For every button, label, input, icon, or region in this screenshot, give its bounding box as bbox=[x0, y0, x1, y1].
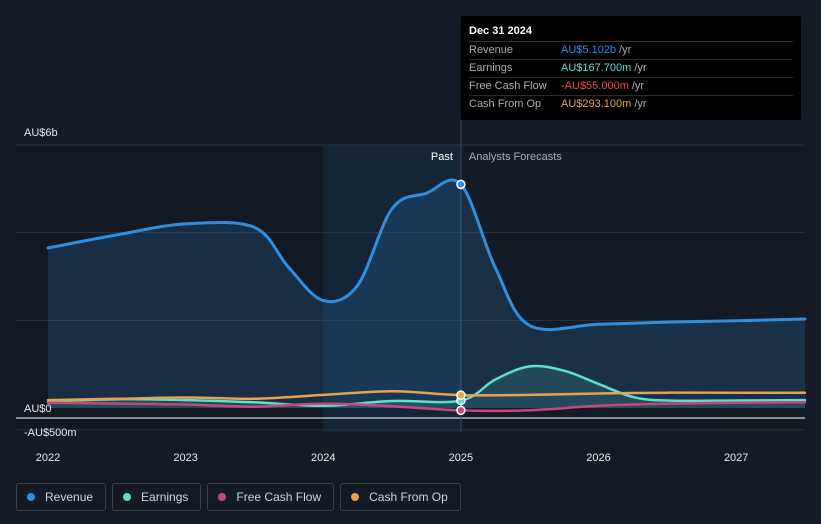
tooltip-unit: /yr bbox=[634, 98, 647, 110]
revenue-area bbox=[48, 179, 805, 408]
tooltip-unit: /yr bbox=[619, 44, 632, 56]
tooltip-unit: /yr bbox=[631, 80, 645, 92]
tooltip-label: Free Cash Flow bbox=[469, 80, 547, 92]
tooltip-value: AU$5.102b bbox=[561, 44, 617, 56]
forecast-label: Analysts Forecasts bbox=[469, 151, 562, 163]
tooltip-unit: /yr bbox=[634, 62, 647, 74]
y-label-bottom: -AU$500m bbox=[24, 427, 77, 439]
tooltip-value: AU$167.700m bbox=[561, 62, 632, 74]
cash-from-op-line bbox=[46, 390, 807, 402]
past-label: Past bbox=[431, 151, 453, 163]
cash-from-op-marker bbox=[456, 390, 466, 400]
tooltip-row-cash-from-op: Cash From Op AU$293.100m /yr bbox=[469, 96, 793, 113]
x-tick-label: 2025 bbox=[449, 452, 473, 464]
tooltip-row-revenue: Revenue AU$5.102b /yr bbox=[469, 42, 793, 60]
x-tick-label: 2023 bbox=[173, 452, 197, 464]
legend-dot-icon bbox=[351, 493, 360, 501]
y-label-zero: AU$0 bbox=[24, 403, 52, 415]
legend-label: Revenue bbox=[45, 490, 94, 504]
legend-label: Earnings bbox=[141, 490, 189, 504]
revenue-marker bbox=[456, 179, 466, 190]
tooltip-label: Earnings bbox=[469, 62, 513, 74]
legend: Revenue Earnings Free Cash Flow Cash Fro… bbox=[16, 483, 461, 511]
x-tick-label: 2022 bbox=[36, 452, 60, 464]
y-label-top: AU$6b bbox=[24, 127, 58, 139]
x-tick-label: 2027 bbox=[724, 452, 748, 464]
earnings-area bbox=[48, 365, 805, 408]
revenue-line bbox=[46, 178, 807, 332]
legend-label: Free Cash Flow bbox=[236, 490, 322, 504]
legend-item-free-cash-flow[interactable]: Free Cash Flow bbox=[207, 483, 335, 511]
tooltip-date: Dec 31 2024 bbox=[469, 24, 793, 42]
tooltip-label: Revenue bbox=[469, 44, 514, 56]
legend-item-earnings[interactable]: Earnings bbox=[112, 483, 202, 511]
x-tick-label: 2026 bbox=[586, 452, 610, 464]
tooltip-value: AU$293.100m bbox=[561, 98, 632, 110]
free-cash-flow-marker bbox=[456, 405, 466, 416]
legend-item-revenue[interactable]: Revenue bbox=[16, 483, 107, 511]
earnings-line bbox=[46, 364, 807, 408]
plot-past-background bbox=[16, 145, 324, 430]
legend-dot-icon bbox=[123, 493, 132, 501]
legend-dot-icon bbox=[218, 493, 227, 501]
legend-item-cash-from-op[interactable]: Cash From Op bbox=[340, 483, 461, 511]
tooltip-row-earnings: Earnings AU$167.700m /yr bbox=[469, 60, 793, 78]
legend-dot-icon bbox=[27, 493, 35, 501]
tooltip-row-free-cash-flow: Free Cash Flow -AU$55.000m /yr bbox=[469, 78, 793, 96]
highlight-band bbox=[323, 145, 461, 432]
tooltip-label: Cash From Op bbox=[469, 98, 542, 110]
tooltip-value: -AU$55.000m bbox=[561, 80, 629, 92]
tooltip: Dec 31 2024 Revenue AU$5.102b /yr Earnin… bbox=[461, 16, 801, 120]
legend-label: Cash From Op bbox=[369, 490, 448, 504]
x-tick-label: 2024 bbox=[311, 452, 335, 464]
free-cash-flow-line bbox=[46, 401, 807, 413]
